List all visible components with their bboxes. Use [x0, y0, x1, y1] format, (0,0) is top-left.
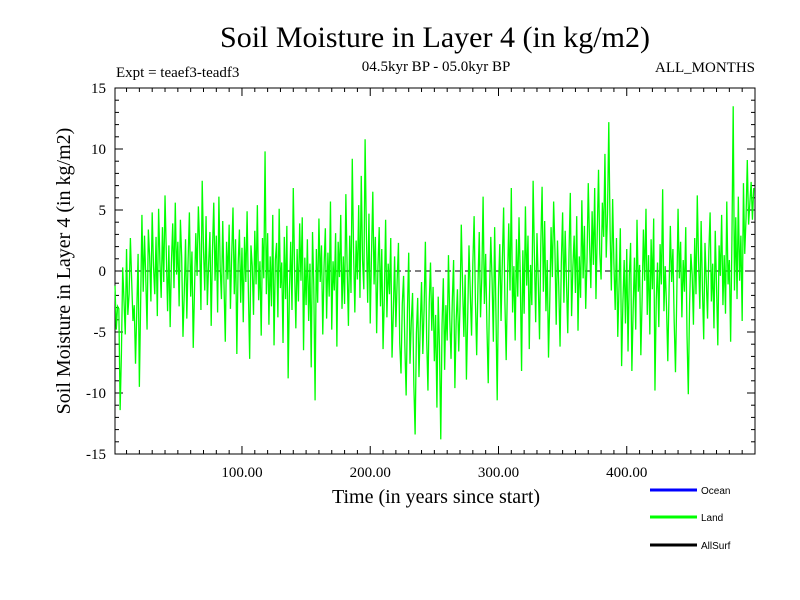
legend-label-allsurf: AllSurf: [701, 541, 731, 552]
period-label: 04.5kyr BP - 05.0kyr BP: [362, 59, 511, 75]
months-label: ALL_MONTHS: [655, 60, 755, 76]
legend: Ocean Land AllSurf: [650, 486, 731, 552]
x-axis-ticks: 100.00 200.00 300.00 400.00: [221, 465, 647, 481]
y-axis-ticks: 15 10 5 0 -5 -10 -15: [86, 81, 106, 463]
y-axis-label: Soil Moisture in Layer 4 (in kg/m2): [53, 128, 75, 415]
x-tick-label: 300.00: [478, 465, 519, 481]
experiment-label: Expt = teaef3-teadf3: [116, 65, 239, 81]
y-tick-label: -15: [86, 447, 106, 463]
legend-label-ocean: Ocean: [701, 486, 730, 497]
x-axis-label: Time (in years since start): [332, 486, 540, 508]
minor-ticks: [115, 87, 755, 455]
y-tick-label: 10: [91, 142, 106, 158]
y-tick-label: 0: [99, 264, 107, 280]
y-tick-label: -5: [94, 325, 107, 341]
plot-area: [114, 87, 756, 455]
x-tick-label: 200.00: [350, 465, 391, 481]
y-tick-label: -10: [86, 386, 106, 402]
x-tick-label: 400.00: [606, 465, 647, 481]
y-tick-label: 5: [99, 203, 107, 219]
chart-title: Soil Moisture in Layer 4 (in kg/m2): [220, 21, 650, 54]
x-tick-label: 100.00: [221, 465, 262, 481]
legend-label-land: Land: [701, 513, 723, 524]
y-tick-label: 15: [91, 81, 106, 97]
series-line-land: [114, 106, 755, 440]
